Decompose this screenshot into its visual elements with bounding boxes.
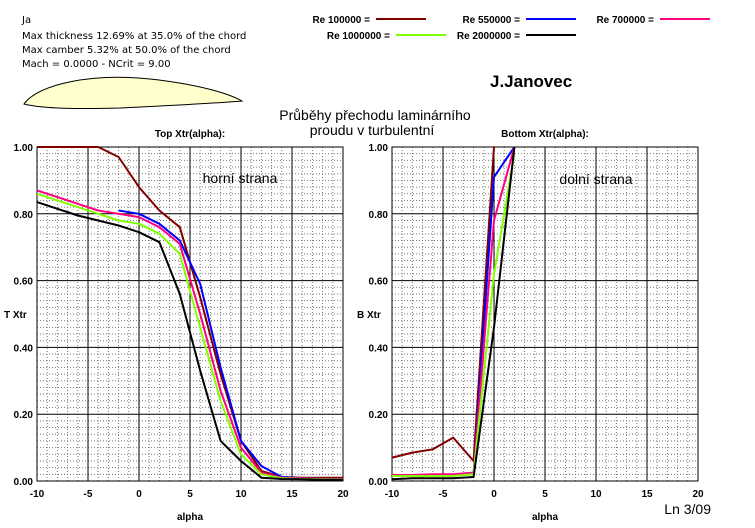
legend-label: Re 700000 = bbox=[596, 15, 654, 26]
series-line bbox=[36, 201, 344, 481]
x-tick-label: 15 bbox=[286, 489, 298, 500]
y-tick-label: 0.20 bbox=[14, 410, 34, 421]
x-tick-label: 5 bbox=[542, 489, 548, 500]
x-tick-label: 20 bbox=[337, 489, 349, 500]
top-xtr-chart: -10 -5 0 5 10 15 20 0.00 0.20 0.40 0.60 0.80 1.00 Top… bbox=[4, 129, 349, 523]
airfoil-outline bbox=[23, 76, 244, 110]
x-tick-label: 10 bbox=[590, 489, 602, 500]
y-tick-label: 0.80 bbox=[14, 210, 34, 221]
x-tick-label: -5 bbox=[439, 489, 448, 500]
x-tick-label: 5 bbox=[187, 489, 193, 500]
legend-label: Re 100000 = bbox=[312, 15, 370, 26]
y-tick-label: 0.40 bbox=[369, 343, 389, 354]
y-axis-label: T Xtr bbox=[4, 310, 27, 321]
y-tick-label: 0.20 bbox=[369, 410, 389, 421]
airfoil-name: Ja bbox=[21, 15, 31, 26]
mach-info: Mach = 0.0000 - NCrit = 9.00 bbox=[22, 59, 171, 70]
x-tick-label: -10 bbox=[385, 489, 400, 500]
camber-info: Max camber 5.32% at 50.0% of the chord bbox=[22, 45, 231, 56]
x-tick-label: 10 bbox=[235, 489, 247, 500]
series-line bbox=[472, 146, 516, 475]
plot-frame bbox=[36, 146, 344, 482]
y-tick-label: 0.80 bbox=[369, 210, 389, 221]
thickness-info: Max thickness 12.69% at 35.0% of the cho… bbox=[22, 31, 246, 42]
legend-label: Re 2000000 = bbox=[457, 31, 520, 42]
figure-title-line-2: proudu v turbulentní bbox=[310, 122, 435, 138]
y-axis-label: B Xtr bbox=[357, 310, 381, 321]
y-tick-label: 0.00 bbox=[369, 477, 389, 488]
x-tick-label: -10 bbox=[30, 489, 45, 500]
side-annotation: horní strana bbox=[203, 170, 278, 186]
y-tick-label: 0.00 bbox=[14, 477, 34, 488]
x-tick-label: 20 bbox=[692, 489, 704, 500]
series-line bbox=[391, 146, 495, 462]
y-tick-label: 0.60 bbox=[369, 277, 389, 288]
plot-frame bbox=[391, 146, 699, 482]
chart-title: Bottom Xtr(alpha): bbox=[501, 129, 589, 140]
y-tick-label: 1.00 bbox=[14, 143, 34, 154]
legend-label: Re 550000 = bbox=[462, 15, 520, 26]
x-tick-label: -5 bbox=[84, 489, 93, 500]
author-name: J.Janovec bbox=[490, 72, 572, 91]
y-tick-label: 0.60 bbox=[14, 277, 34, 288]
x-tick-label: 0 bbox=[491, 489, 497, 500]
side-annotation: dolní strana bbox=[559, 171, 632, 187]
x-axis-label: alpha bbox=[532, 512, 559, 523]
figure-title-line-1: Průběhy přechodu laminárního bbox=[279, 107, 471, 123]
chart-title: Top Xtr(alpha): bbox=[155, 129, 225, 140]
x-tick-label: 15 bbox=[641, 489, 653, 500]
x-axis-label: alpha bbox=[177, 512, 204, 523]
x-tick-label: 0 bbox=[136, 489, 142, 500]
y-tick-label: 1.00 bbox=[369, 143, 389, 154]
legend-label: Re 1000000 = bbox=[327, 31, 390, 42]
series-line bbox=[391, 146, 516, 481]
bottom-xtr-chart: -10 -5 0 5 10 15 20 0.00 0.20 0.40 0.60 0.80 1.00 Bot… bbox=[357, 129, 704, 523]
page-label: Ln 3/09 bbox=[664, 501, 711, 517]
y-tick-label: 0.40 bbox=[14, 343, 34, 354]
series-line bbox=[392, 153, 516, 477]
legend: Re 100000 = Re 550000 = Re 700000 = Re 1000… bbox=[312, 15, 710, 42]
